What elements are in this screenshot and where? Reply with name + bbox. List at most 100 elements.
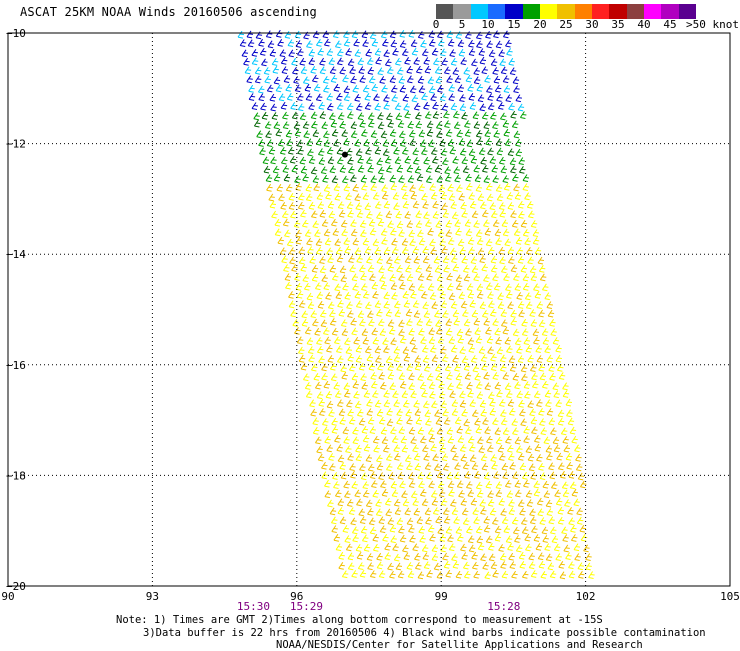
wind-barb-stroke	[329, 318, 337, 326]
wind-barb	[547, 562, 554, 571]
wind-barb	[312, 129, 320, 138]
wind-barb-stroke	[429, 533, 436, 542]
wind-barb-stroke	[450, 444, 457, 453]
wind-barb-stroke	[329, 264, 336, 273]
wind-barb-stroke	[422, 552, 429, 561]
wind-barb	[362, 481, 369, 490]
wind-barb	[487, 543, 495, 551]
wind-barb-stroke	[274, 218, 281, 227]
wind-barb-stroke	[520, 265, 528, 273]
wind-barb	[525, 247, 533, 255]
wind-barb-stroke	[408, 525, 415, 533]
wind-barb	[452, 453, 459, 461]
wind-barb-stroke	[530, 570, 538, 578]
wind-barb	[445, 327, 453, 336]
wind-barb-stroke	[393, 346, 400, 354]
wind-barb-stroke	[261, 58, 268, 67]
wind-barb-stroke	[365, 48, 372, 57]
wind-barb-stroke	[314, 381, 322, 390]
wind-barb	[299, 57, 306, 66]
wind-barb-stroke	[330, 75, 338, 83]
wind-barb-stroke	[409, 184, 416, 193]
wind-barb	[473, 317, 480, 326]
wind-barb-stroke	[465, 182, 473, 191]
wind-barb	[411, 47, 419, 56]
wind-barb	[372, 435, 380, 444]
wind-barb-stroke	[431, 544, 439, 553]
wind-barb-stroke	[352, 85, 359, 93]
wind-barb	[555, 497, 563, 506]
wind-barb	[527, 256, 534, 265]
wind-barb	[429, 292, 437, 300]
wind-barb	[303, 282, 311, 291]
wind-barb-stroke	[435, 373, 442, 381]
wind-barb	[322, 30, 329, 39]
wind-barb-stroke	[468, 192, 475, 200]
wind-barb-stroke	[448, 292, 456, 301]
wind-barb	[565, 552, 572, 560]
wind-barb	[369, 471, 377, 479]
wind-barb-stroke	[471, 210, 479, 219]
wind-barb	[512, 76, 520, 85]
wind-barb	[479, 255, 486, 264]
wind-barb-stroke	[349, 463, 356, 471]
wind-barb-stroke	[364, 93, 371, 101]
wind-barb	[377, 318, 385, 327]
wind-barb	[552, 337, 560, 345]
wind-barb-stroke	[352, 534, 359, 543]
wind-barb-stroke	[273, 76, 281, 85]
wind-barb-stroke	[323, 380, 330, 389]
wind-barb	[298, 192, 305, 201]
wind-barb	[476, 535, 483, 544]
wind-barb	[377, 166, 385, 175]
wind-barb	[408, 328, 415, 336]
wind-barb-stroke	[344, 490, 351, 499]
wind-barb-stroke	[384, 542, 391, 551]
wind-barb	[468, 148, 476, 157]
wind-barb-stroke	[515, 237, 523, 245]
wind-barb-stroke	[303, 130, 310, 139]
wind-barb-stroke	[557, 516, 565, 525]
wind-barb	[414, 408, 422, 417]
wind-barb	[494, 533, 502, 542]
wind-barb	[340, 319, 348, 327]
wind-barb	[468, 192, 475, 200]
wind-barb-stroke	[490, 255, 498, 264]
wind-barb-stroke	[481, 209, 489, 218]
wind-barb	[279, 147, 287, 155]
wind-barb	[461, 210, 468, 218]
wind-barb-stroke	[308, 201, 316, 210]
wind-barb	[302, 121, 310, 129]
wind-barb	[453, 516, 460, 525]
wind-barb	[451, 408, 459, 417]
wind-barb-stroke	[566, 409, 573, 418]
wind-barb	[335, 543, 343, 552]
wind-barb	[412, 498, 419, 507]
wind-barb-stroke	[365, 301, 372, 310]
wind-barb-stroke	[326, 102, 334, 111]
wind-barb-stroke	[277, 236, 284, 245]
wind-barb-stroke	[471, 409, 479, 418]
wind-barb-stroke	[389, 524, 397, 533]
wind-barb-stroke	[368, 219, 376, 227]
wind-barb-stroke	[511, 570, 518, 579]
wind-barb-stroke	[302, 121, 310, 129]
wind-barb	[355, 202, 362, 211]
wind-barb	[345, 543, 353, 552]
wind-barb-stroke	[399, 534, 407, 543]
wind-barb-stroke	[459, 390, 466, 399]
wind-barb	[376, 211, 383, 220]
wind-barb	[461, 552, 468, 560]
wind-barb	[324, 479, 331, 488]
wind-barb	[500, 409, 507, 418]
wind-barb	[464, 219, 472, 227]
wind-barb	[500, 309, 507, 318]
wind-barb	[316, 337, 323, 345]
wind-barb-stroke	[374, 201, 382, 209]
wind-barb	[417, 373, 424, 381]
wind-barb	[276, 183, 283, 192]
wind-barb	[336, 444, 343, 452]
wind-barb	[460, 201, 467, 210]
wind-barb-stroke	[352, 426, 359, 435]
wind-barb	[293, 121, 301, 130]
